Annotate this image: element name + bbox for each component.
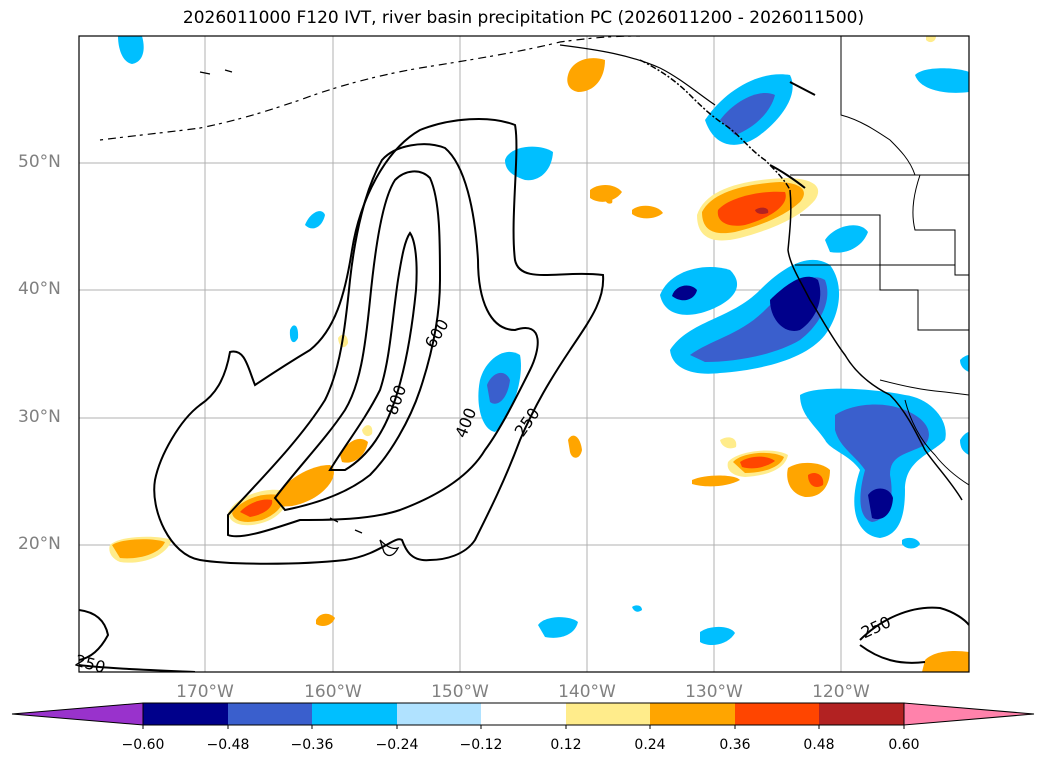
lon-label-150w: 150°W: [431, 682, 489, 702]
colorbar-tick-label: 0.24: [634, 737, 666, 753]
lat-label-50n: 50°N: [18, 152, 61, 172]
colorbar-tick-label: −0.60: [121, 737, 165, 753]
colorbar-swatch: [143, 703, 228, 725]
colorbar-frame: [142, 702, 905, 726]
lon-label-140w: 140°W: [558, 682, 616, 702]
lon-label-170w: 170°W: [176, 682, 234, 702]
ivt-contours: [79, 117, 969, 672]
colorbar-swatch: [228, 703, 312, 725]
map-title: 2026011000 F120 IVT, river basin precipi…: [182, 8, 865, 28]
colorbar-swatch: [819, 703, 904, 725]
lat-label-20n: 20°N: [18, 534, 61, 554]
colorbar-tick-label: 0.12: [550, 737, 582, 753]
lon-label-160w: 160°W: [304, 682, 362, 702]
map-area: [79, 36, 969, 672]
lat-label-40n: 40°N: [18, 279, 61, 299]
colorbar-swatch: [735, 703, 819, 725]
colorbar-swatch: [397, 703, 481, 725]
colorbar-tick-label: −0.48: [206, 737, 250, 753]
colorbar-tick-label: −0.36: [290, 737, 334, 753]
colorbar-tick-label: 0.48: [803, 737, 835, 753]
colorbar-swatch: [566, 703, 650, 725]
colorbar: [11, 702, 1035, 729]
coastlines: [99, 36, 969, 557]
colorbar-swatch: [481, 703, 566, 725]
colorbar-tick-label: −0.24: [375, 737, 419, 753]
lat-label-30n: 30°N: [18, 407, 61, 427]
colorbar-swatch: [312, 703, 397, 725]
lon-label-120w: 120°W: [812, 682, 870, 702]
lon-label-130w: 130°W: [685, 682, 743, 702]
political-borders: [790, 36, 969, 396]
colorbar-extend-low: [11, 702, 144, 726]
colorbar-tick-label: 0.36: [719, 737, 751, 753]
colorbar-tick-label: 0.60: [888, 737, 920, 753]
colorbar-tick-label: −0.12: [459, 737, 503, 753]
map-border: [78, 35, 970, 673]
colorbar-extend-high: [903, 702, 1035, 726]
colorbar-swatch: [650, 703, 735, 725]
